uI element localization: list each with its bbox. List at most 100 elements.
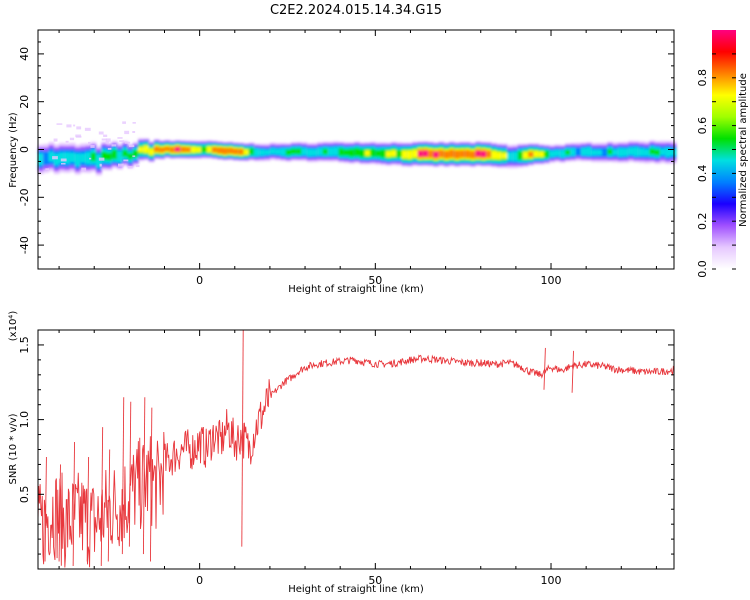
spectrogram-cell xyxy=(248,148,255,155)
spectrogram-cell xyxy=(132,150,139,158)
spectrogram-cell xyxy=(148,148,155,156)
snr-y-tick-label: 0.5 xyxy=(18,486,31,504)
colorbar-label: Normalized spectral amplitude xyxy=(738,73,749,227)
spectrogram-cell xyxy=(233,148,239,155)
spectrogram-y-tick-label: 20 xyxy=(18,95,31,109)
spectrogram-cell xyxy=(180,146,187,153)
spectrogram-speckle xyxy=(65,140,69,143)
spectrogram-cell xyxy=(206,146,213,153)
snr-spike xyxy=(100,427,104,567)
spectrogram-speckle xyxy=(45,168,50,170)
spectrogram-cell xyxy=(475,150,482,157)
spectrogram-cell xyxy=(85,152,92,165)
spectrogram-cell xyxy=(480,151,487,158)
spectrogram-cell xyxy=(290,148,297,155)
spectrogram-cell xyxy=(343,149,350,156)
spectrogram-cell xyxy=(222,147,229,155)
spectrogram-cell xyxy=(623,148,629,157)
spectrogram-y-tick-label: -20 xyxy=(18,188,31,206)
spectrogram-cell xyxy=(565,150,571,155)
spectrogram-cell xyxy=(665,147,672,157)
colorbar: 0.0 0.2 0.4 0.6 0.8 Normalized spectral ampl… xyxy=(696,30,749,278)
spectrogram-cell xyxy=(122,150,129,157)
spectrogram-cell xyxy=(554,149,561,157)
snr-spike xyxy=(58,464,61,562)
spectrogram-cell xyxy=(254,148,260,157)
spectrogram-speckle xyxy=(99,163,102,167)
spectrogram-ridge xyxy=(38,138,677,176)
snr-y-axis-label: SNR (10 * v/v) xyxy=(8,413,19,484)
spectrogram-cell xyxy=(454,150,461,159)
spectrogram-speckle xyxy=(132,155,136,157)
spectrogram-cell xyxy=(185,147,192,152)
spectrogram-speckle xyxy=(117,137,123,139)
spectrogram-cell xyxy=(628,147,635,155)
spectrogram-cell xyxy=(449,149,455,158)
spectrogram-panel: 0 50 100 -40 -20 0 20 40 Height of straight lin… xyxy=(8,29,677,295)
snr-spike xyxy=(543,347,546,390)
spectrogram-speckle xyxy=(122,121,126,124)
spectrogram-speckle xyxy=(98,157,105,161)
spectrogram-speckle xyxy=(107,147,112,150)
spectrogram-speckle xyxy=(73,124,76,127)
colorbar-tick-label: 0.6 xyxy=(696,117,709,135)
spectrogram-cell xyxy=(238,148,245,155)
spectrogram-cell xyxy=(617,148,624,157)
spectrogram-y-tick-label: 40 xyxy=(18,47,31,61)
spectrogram-marks xyxy=(38,121,677,176)
spectrogram-cell xyxy=(333,146,340,156)
spectrogram-cell xyxy=(654,149,661,156)
spectrogram-cell xyxy=(211,147,218,153)
spectrogram-cell xyxy=(438,149,445,158)
spectrogram-cell xyxy=(575,146,582,157)
spectrogram-speckle xyxy=(123,159,129,162)
spectrogram-cell xyxy=(201,145,208,153)
spectrogram-cell xyxy=(486,150,492,158)
spectrogram-cell xyxy=(259,149,266,156)
spectrogram-cell xyxy=(38,153,44,166)
spectrogram-cell xyxy=(549,150,556,158)
spectrogram-speckle xyxy=(76,126,82,130)
spectrogram-cell xyxy=(507,152,513,161)
spectrogram-cell xyxy=(391,150,398,157)
spectrogram-cell xyxy=(601,147,608,158)
spectrogram-cell xyxy=(280,148,287,156)
spectrogram-cell xyxy=(196,147,202,153)
spectrogram-speckle xyxy=(119,140,125,143)
spectrogram-y-tick-label: 0 xyxy=(18,146,31,153)
snr-x-axis-label: Height of straight line (km) xyxy=(288,584,424,595)
snr-spike xyxy=(107,449,111,562)
spectrogram-cell xyxy=(285,149,292,156)
spectrogram-speckle xyxy=(90,145,95,148)
spectrogram-cell xyxy=(459,150,466,158)
snr-y-multiplier: (x10⁴) xyxy=(8,311,19,342)
spectrogram-speckle xyxy=(81,167,87,171)
spectrogram-cell xyxy=(138,146,145,153)
spectrogram-speckle xyxy=(127,166,133,169)
spectrogram-speckle xyxy=(61,163,66,165)
spectrogram-speckle xyxy=(101,138,107,141)
spectrogram-cell xyxy=(570,148,577,156)
spectrogram-cell xyxy=(53,153,60,166)
spectrogram-cell xyxy=(528,151,535,158)
spectrogram-cell xyxy=(322,148,329,155)
spectrogram-speckle xyxy=(75,134,82,138)
spectrogram-speckle xyxy=(53,138,58,142)
spectrogram-cell xyxy=(396,149,403,159)
spectrogram-speckle xyxy=(89,157,92,160)
snr-spike xyxy=(241,329,244,547)
spectrogram-cell xyxy=(649,148,656,155)
spectrogram-cell xyxy=(364,150,371,156)
spectrogram-cell xyxy=(190,146,197,153)
spectrogram-cell xyxy=(538,151,545,158)
spectrogram-cell xyxy=(612,149,619,156)
spectrogram-cell xyxy=(159,147,166,153)
spectrogram-cell xyxy=(90,152,97,162)
spectrogram-speckle xyxy=(69,137,75,141)
spectrogram-cell xyxy=(417,150,424,157)
spectrogram-cell xyxy=(301,147,308,156)
snr-spike xyxy=(149,407,153,562)
spectrogram-cell xyxy=(95,154,102,168)
spectrogram-cell xyxy=(496,151,503,160)
